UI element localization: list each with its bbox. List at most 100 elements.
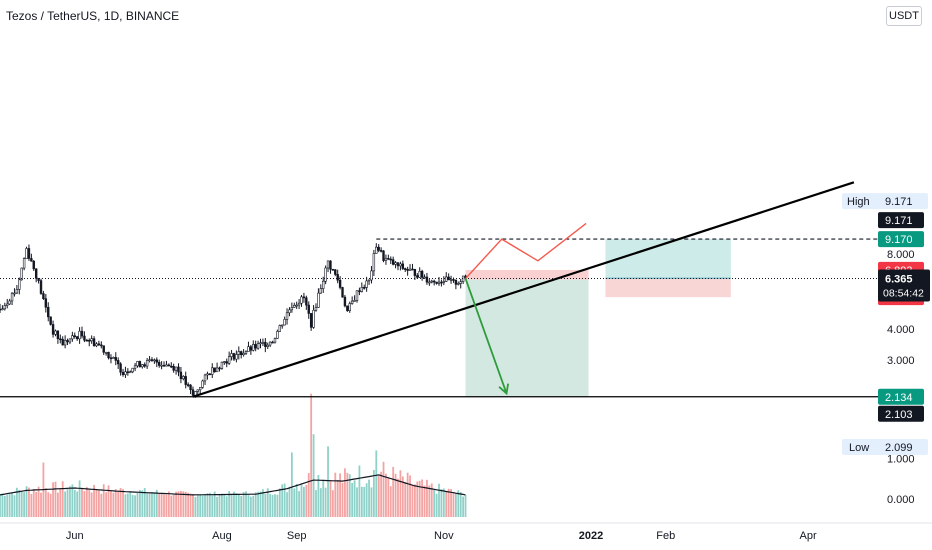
candle-body xyxy=(1,308,4,311)
volume-bar xyxy=(56,492,59,517)
volume-bar xyxy=(126,493,129,517)
candle-body xyxy=(273,338,277,343)
volume-bar xyxy=(305,484,308,517)
volume-bar xyxy=(341,482,344,517)
candle-body xyxy=(437,281,441,284)
candle-body xyxy=(131,367,134,373)
candle-body xyxy=(10,292,14,302)
long-position-stop-zone[interactable] xyxy=(605,278,731,298)
volume-bar xyxy=(172,494,175,517)
candle-body xyxy=(47,306,50,318)
down-arrow-line[interactable] xyxy=(464,278,508,394)
long-position-target-zone[interactable] xyxy=(605,239,731,279)
volume-bar xyxy=(421,479,424,517)
candle-body xyxy=(346,305,349,311)
candle-body xyxy=(247,346,250,352)
candle-body xyxy=(432,280,436,283)
volume-bar xyxy=(112,492,115,517)
low-label: Low xyxy=(849,442,869,454)
volume-bar xyxy=(404,481,407,517)
volume-bar xyxy=(107,485,110,517)
candle-body xyxy=(252,344,255,351)
volume-bar xyxy=(334,472,337,517)
candle-body xyxy=(114,357,117,361)
candle-body xyxy=(457,283,460,285)
candle-body xyxy=(334,269,337,275)
volume-bar xyxy=(440,489,443,517)
candle-body xyxy=(348,303,351,311)
candle-body xyxy=(6,303,9,306)
volume-bar xyxy=(83,491,86,517)
candle-body xyxy=(25,248,28,259)
volume-bar xyxy=(310,393,313,517)
candle-body xyxy=(165,364,168,367)
candle-body xyxy=(329,260,332,270)
candle-body xyxy=(162,364,166,367)
volume-bar xyxy=(59,488,62,517)
volume-bar xyxy=(300,485,303,517)
volume-bar xyxy=(204,494,206,517)
candle-body xyxy=(447,276,450,281)
volume-bar xyxy=(464,495,467,517)
candle-body xyxy=(42,293,45,299)
volume-bar xyxy=(44,488,47,517)
volume-bar xyxy=(23,492,26,517)
volume-bar xyxy=(143,488,146,517)
volume-bar xyxy=(298,491,300,517)
candle-body xyxy=(406,269,409,271)
volume-bar xyxy=(180,490,182,517)
candle-body xyxy=(189,384,192,390)
volume-bar xyxy=(105,492,108,517)
volume-bar xyxy=(317,475,320,517)
volume-bar xyxy=(175,491,177,517)
volume-bar xyxy=(370,487,373,517)
candle-body xyxy=(155,359,158,363)
volume-bar xyxy=(281,484,284,517)
candle-body xyxy=(377,246,380,251)
candle-body xyxy=(411,268,414,271)
candle-body xyxy=(336,274,339,281)
volume-bar xyxy=(385,473,387,517)
candle-body xyxy=(172,366,175,371)
trendline[interactable] xyxy=(192,181,855,398)
short-position-stop-zone[interactable] xyxy=(465,269,589,280)
candle-body xyxy=(382,250,385,261)
volume-bar xyxy=(35,491,38,517)
high-badge xyxy=(842,193,928,210)
volume-bar xyxy=(445,491,448,517)
candle-body xyxy=(261,341,265,344)
candle-body xyxy=(179,371,183,380)
price-level-label: 9.171 xyxy=(885,215,913,227)
volume-bar xyxy=(117,491,120,517)
currency-unit-button[interactable]: USDT xyxy=(886,6,922,26)
volume-bar xyxy=(30,493,33,517)
candle-body xyxy=(88,339,91,342)
short-position-target-zone[interactable] xyxy=(465,279,589,397)
volume-bar xyxy=(457,490,460,517)
candle-body xyxy=(3,305,7,310)
candle-body xyxy=(208,373,212,376)
candle-body xyxy=(66,340,69,343)
price-level-label: 2.134 xyxy=(885,392,913,404)
candle-body xyxy=(324,267,327,282)
volume-bar xyxy=(165,494,168,517)
candle-body xyxy=(240,351,243,356)
volume-bar xyxy=(211,495,214,517)
volume-bar xyxy=(365,483,368,517)
price-tick-label: 8.000 xyxy=(887,249,915,261)
volume-bar xyxy=(295,484,298,517)
candle-body xyxy=(442,281,446,283)
candle-body xyxy=(167,364,171,367)
candle-body xyxy=(254,344,257,349)
candle-body xyxy=(445,276,448,282)
projected-path[interactable] xyxy=(464,222,587,280)
candle-body xyxy=(264,341,267,347)
candle-body xyxy=(290,307,294,311)
candle-body xyxy=(317,292,320,308)
candle-body xyxy=(401,263,405,269)
candle-body xyxy=(394,262,397,265)
candle-body xyxy=(13,292,16,295)
candle-body xyxy=(227,356,231,364)
high-value: 9.171 xyxy=(885,196,913,208)
